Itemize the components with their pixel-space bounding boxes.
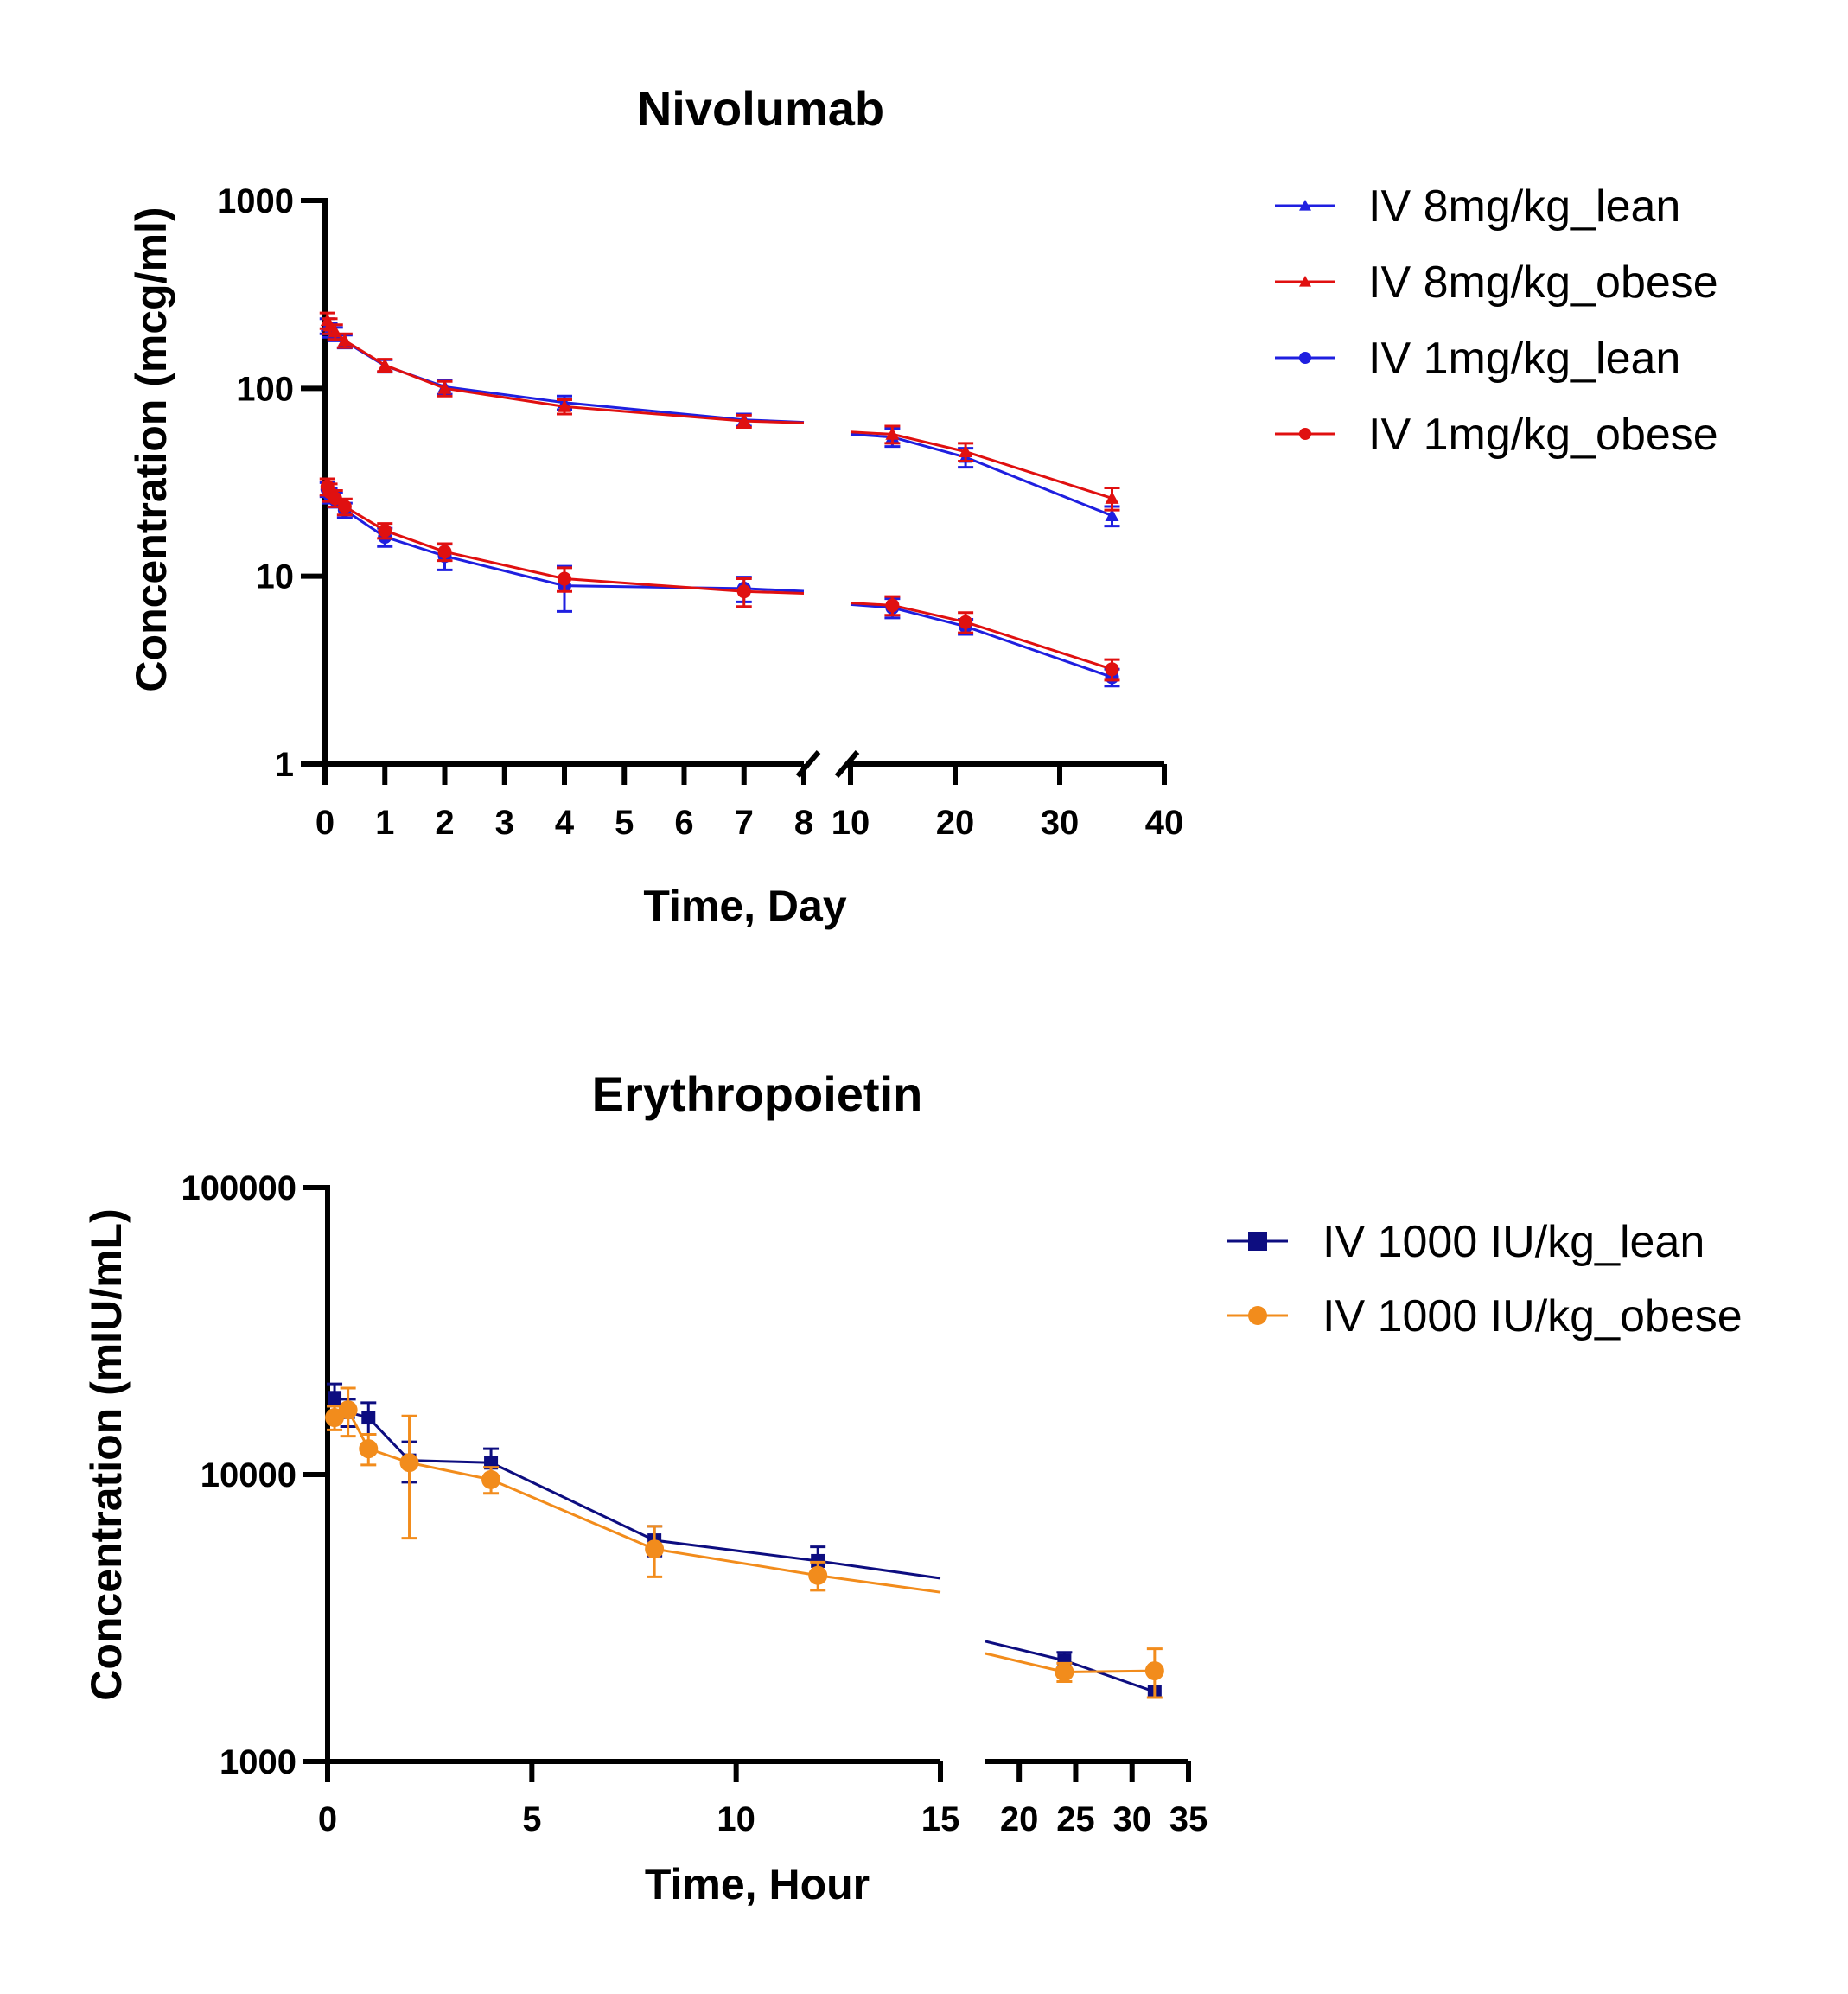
data-point [378,523,392,538]
data-point [1299,200,1311,211]
series-line [850,430,1112,500]
data-point [399,1453,419,1473]
series-line [333,1397,941,1580]
legend-label: IV 1mg/kg_obese [1368,410,1718,460]
data-point [437,545,452,559]
series-3 [319,477,1120,682]
y-axis-label: Concentration (mIU/mL) [82,1208,131,1700]
data-point [885,427,900,440]
y-axis-label: Concentration (mcg/ml) [127,207,175,691]
y-tick-label: 100 [236,370,294,408]
x-tick-label: 1 [375,804,394,842]
series-2 [319,481,1120,688]
legend-item: IV 1000 IU/kg_obese [1227,1291,1743,1341]
y-tick-label: 1000 [217,182,294,220]
legend-label: IV 8mg/kg_obese [1368,258,1718,308]
x-tick-label: 20 [936,804,975,842]
chart-title: Erythropoietin [592,1067,923,1121]
data-point [337,500,352,514]
data-point [481,1469,501,1489]
data-point [337,333,352,347]
data-point [1055,1662,1074,1682]
series-line [850,602,1112,671]
y-tick-label: 1000 [220,1743,296,1781]
x-tick-label: 2 [435,804,454,842]
x-tick-label: 35 [1169,1800,1208,1838]
data-point [1299,276,1311,287]
data-point [558,571,571,586]
erythropoietin-chart: Erythropoietin Concentration (mIU/mL) Ti… [82,1067,1743,1908]
series-0 [319,317,1120,528]
legend-item: IV 1mg/kg_lean [1275,334,1680,384]
data-point [328,1391,342,1405]
data-point [1105,508,1119,522]
x-tick-label: 10 [832,804,870,842]
x-tick-label: 3 [495,804,514,842]
series-1 [325,1386,1164,1699]
data-point [736,584,751,599]
x-tick-label: 30 [1041,804,1080,842]
legend-label: IV 1000 IU/kg_lean [1322,1217,1705,1267]
data-point [361,1411,376,1425]
x-tick-label: 5 [615,804,634,842]
series-line [850,602,1112,678]
x-axis-label: Time, Day [643,882,846,930]
nivolumab-chart: Nivolumab Concentration (mcg/ml) Time, D… [127,81,1718,930]
data-point [1105,662,1119,677]
x-tick-label: 25 [1056,1800,1095,1838]
data-point [1105,491,1119,504]
data-point [1299,428,1311,440]
data-point [1299,352,1311,364]
x-tick-label: 20 [1000,1800,1039,1838]
y-tick-label: 100000 [182,1169,296,1207]
legend-item: IV 1mg/kg_obese [1275,410,1718,460]
series-0 [327,1382,1162,1699]
data-point [359,1439,379,1459]
x-tick-label: 15 [921,1800,960,1838]
data-point [338,1400,358,1420]
x-tick-label: 7 [735,804,754,842]
legend-label: IV 8mg/kg_lean [1368,182,1680,232]
legend-label: IV 1mg/kg_lean [1368,334,1680,384]
y-tick-label: 10 [256,558,295,596]
data-point [378,358,392,371]
x-tick-label: 6 [674,804,693,842]
series-1 [319,311,1120,512]
data-point [885,598,900,613]
legend-item: IV 1000 IU/kg_lean [1227,1217,1705,1267]
y-tick-label: 1 [275,746,294,784]
data-point [1248,1232,1267,1251]
data-point [437,381,452,394]
x-tick-label: 8 [794,804,813,842]
chart-title: Nivolumab [637,81,884,136]
legend-label: IV 1000 IU/kg_obese [1322,1291,1743,1341]
data-point [959,444,973,458]
x-tick-label: 0 [318,1800,337,1838]
x-tick-label: 30 [1112,1800,1151,1838]
data-point [959,615,973,629]
x-tick-label: 10 [717,1800,755,1838]
x-axis-label: Time, Hour [645,1860,870,1908]
data-point [1248,1306,1267,1325]
x-tick-label: 0 [315,804,335,842]
data-point [558,399,571,412]
data-point [736,414,751,427]
series-line [850,432,1113,518]
data-point [1144,1661,1164,1681]
legend-item: IV 8mg/kg_lean [1275,182,1680,232]
x-tick-label: 40 [1145,804,1184,842]
data-point [328,491,342,506]
x-tick-label: 5 [522,1800,541,1838]
data-point [645,1539,665,1559]
data-point [808,1565,828,1585]
y-tick-label: 10000 [201,1456,296,1494]
x-tick-label: 4 [555,804,575,842]
axis-break-mark [834,750,860,778]
legend-item: IV 8mg/kg_obese [1275,258,1718,308]
